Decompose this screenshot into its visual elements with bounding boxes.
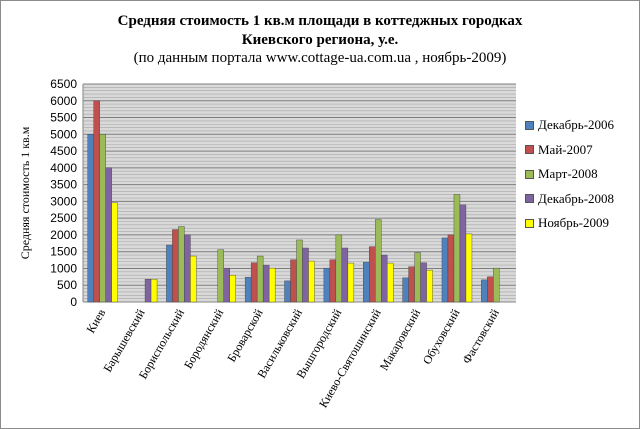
bar-Май-2007: [290, 259, 297, 303]
x-tick-label: Макаровский: [377, 306, 424, 373]
y-axis-label: Средняя стоимость 1 кв.м: [18, 126, 32, 259]
bar-Декабрь-2008: [459, 204, 467, 303]
chart-subtitle: (по данным портала www.cottage-ua.com.ua…: [133, 50, 507, 66]
bar-Май-2007: [329, 259, 337, 303]
y-tick-label: 4500: [50, 144, 77, 158]
y-tick-label: 2500: [50, 211, 77, 225]
bar-Ноябрь-2009: [387, 262, 394, 303]
bar-Декабрь-2008: [144, 278, 152, 303]
bar-Март-2008: [217, 249, 224, 303]
legend-swatch: [525, 169, 534, 179]
legend-label: Ноябрь-2009: [538, 215, 609, 231]
bar-Декабрь-2008: [381, 254, 388, 303]
y-tick-label: 2000: [50, 228, 77, 242]
bar-Декабрь-2008: [105, 167, 112, 303]
bar-Декабрь-2006: [87, 134, 94, 303]
bar-Декабрь-2006: [402, 277, 409, 303]
chart-title-line2: Киевского региона, у.е.: [241, 32, 399, 48]
bar-Декабрь-2006: [441, 237, 449, 303]
y-tick-label: 5000: [50, 127, 77, 141]
bar-Ноябрь-2009: [347, 262, 355, 303]
bar-Декабрь-2008: [341, 247, 349, 303]
legend-item: Март-2008: [525, 162, 614, 187]
bar-Декабрь-2006: [323, 267, 331, 303]
legend: Декабрь-2006 Май-2007 Март-2008 Декабрь-200…: [525, 113, 614, 236]
bar-Март-2008: [414, 252, 421, 303]
y-tick-label: 0: [70, 295, 77, 309]
y-tick-label: 500: [57, 278, 77, 292]
legend-label: Декабрь-2006: [538, 117, 615, 133]
bar-Декабрь-2008: [420, 262, 427, 303]
bar-Декабрь-2006: [284, 280, 291, 303]
x-tick-label: Фастовский: [459, 306, 502, 366]
bar-Март-2008: [375, 219, 382, 303]
bar-Ноябрь-2009: [190, 255, 197, 303]
bar-Май-2007: [408, 266, 415, 303]
chart-title: Средняя стоимость 1 кв.м площади в котте…: [117, 13, 523, 29]
bar-Март-2008: [178, 226, 185, 303]
bar-Декабрь-2008: [262, 264, 270, 303]
legend-item: Декабрь-2006: [525, 113, 614, 138]
y-tick-label: 3000: [50, 194, 77, 208]
legend-label: Декабрь-2008: [538, 190, 615, 206]
bar-Ноябрь-2009: [111, 202, 118, 303]
x-tick-label: Броварской: [224, 306, 266, 364]
bar-Ноябрь-2009: [308, 260, 315, 303]
bar-Май-2007: [369, 246, 376, 303]
legend-swatch: [525, 145, 534, 155]
legend-item: Ноябрь-2009: [525, 211, 614, 236]
bar-Декабрь-2006: [481, 279, 488, 303]
bar-Март-2008: [99, 134, 106, 303]
x-tick-label: Бородянский: [181, 306, 227, 371]
legend-label: Май-2007: [538, 141, 593, 157]
bar-Ноябрь-2009: [150, 278, 158, 303]
bar-Март-2008: [453, 194, 461, 303]
bar-Ноябрь-2009: [229, 274, 236, 303]
bar-Ноябрь-2009: [426, 269, 433, 303]
bar-Март-2008: [296, 239, 303, 303]
x-tick-label: Киев: [83, 306, 108, 335]
legend-swatch: [525, 120, 534, 130]
y-tick-label: 3500: [50, 178, 77, 192]
y-tick-label: 5500: [50, 111, 77, 125]
y-tick-label: 1500: [50, 245, 77, 259]
bar-Май-2007: [487, 276, 494, 303]
legend-item: Май-2007: [525, 138, 614, 163]
bar-Декабрь-2008: [223, 267, 230, 303]
bar-Ноябрь-2009: [465, 233, 473, 303]
legend-label: Март-2008: [538, 166, 598, 182]
bar-Декабрь-2006: [363, 261, 370, 303]
bar-Май-2007: [172, 229, 179, 303]
bar-Декабрь-2006: [166, 244, 173, 303]
bar-Март-2008: [493, 267, 500, 303]
legend-item: Декабрь-2008: [525, 187, 614, 212]
bar-Май-2007: [250, 262, 258, 303]
y-tick-label: 1000: [50, 261, 77, 275]
bar-Декабрь-2008: [302, 247, 309, 303]
bar-Март-2008: [335, 234, 343, 303]
bar-Декабрь-2008: [184, 234, 191, 303]
legend-swatch: [525, 194, 534, 204]
bar-Май-2007: [447, 234, 455, 303]
bar-Ноябрь-2009: [268, 267, 276, 303]
legend-swatch: [525, 218, 534, 228]
bar-Декабрь-2006: [244, 276, 252, 303]
y-tick-label: 6500: [50, 77, 77, 91]
y-tick-label: 4000: [50, 161, 77, 175]
bar-Март-2008: [256, 255, 264, 303]
x-tick-label: Обуховский: [420, 306, 463, 367]
y-tick-label: 6000: [50, 94, 77, 108]
bar-Май-2007: [93, 100, 100, 303]
